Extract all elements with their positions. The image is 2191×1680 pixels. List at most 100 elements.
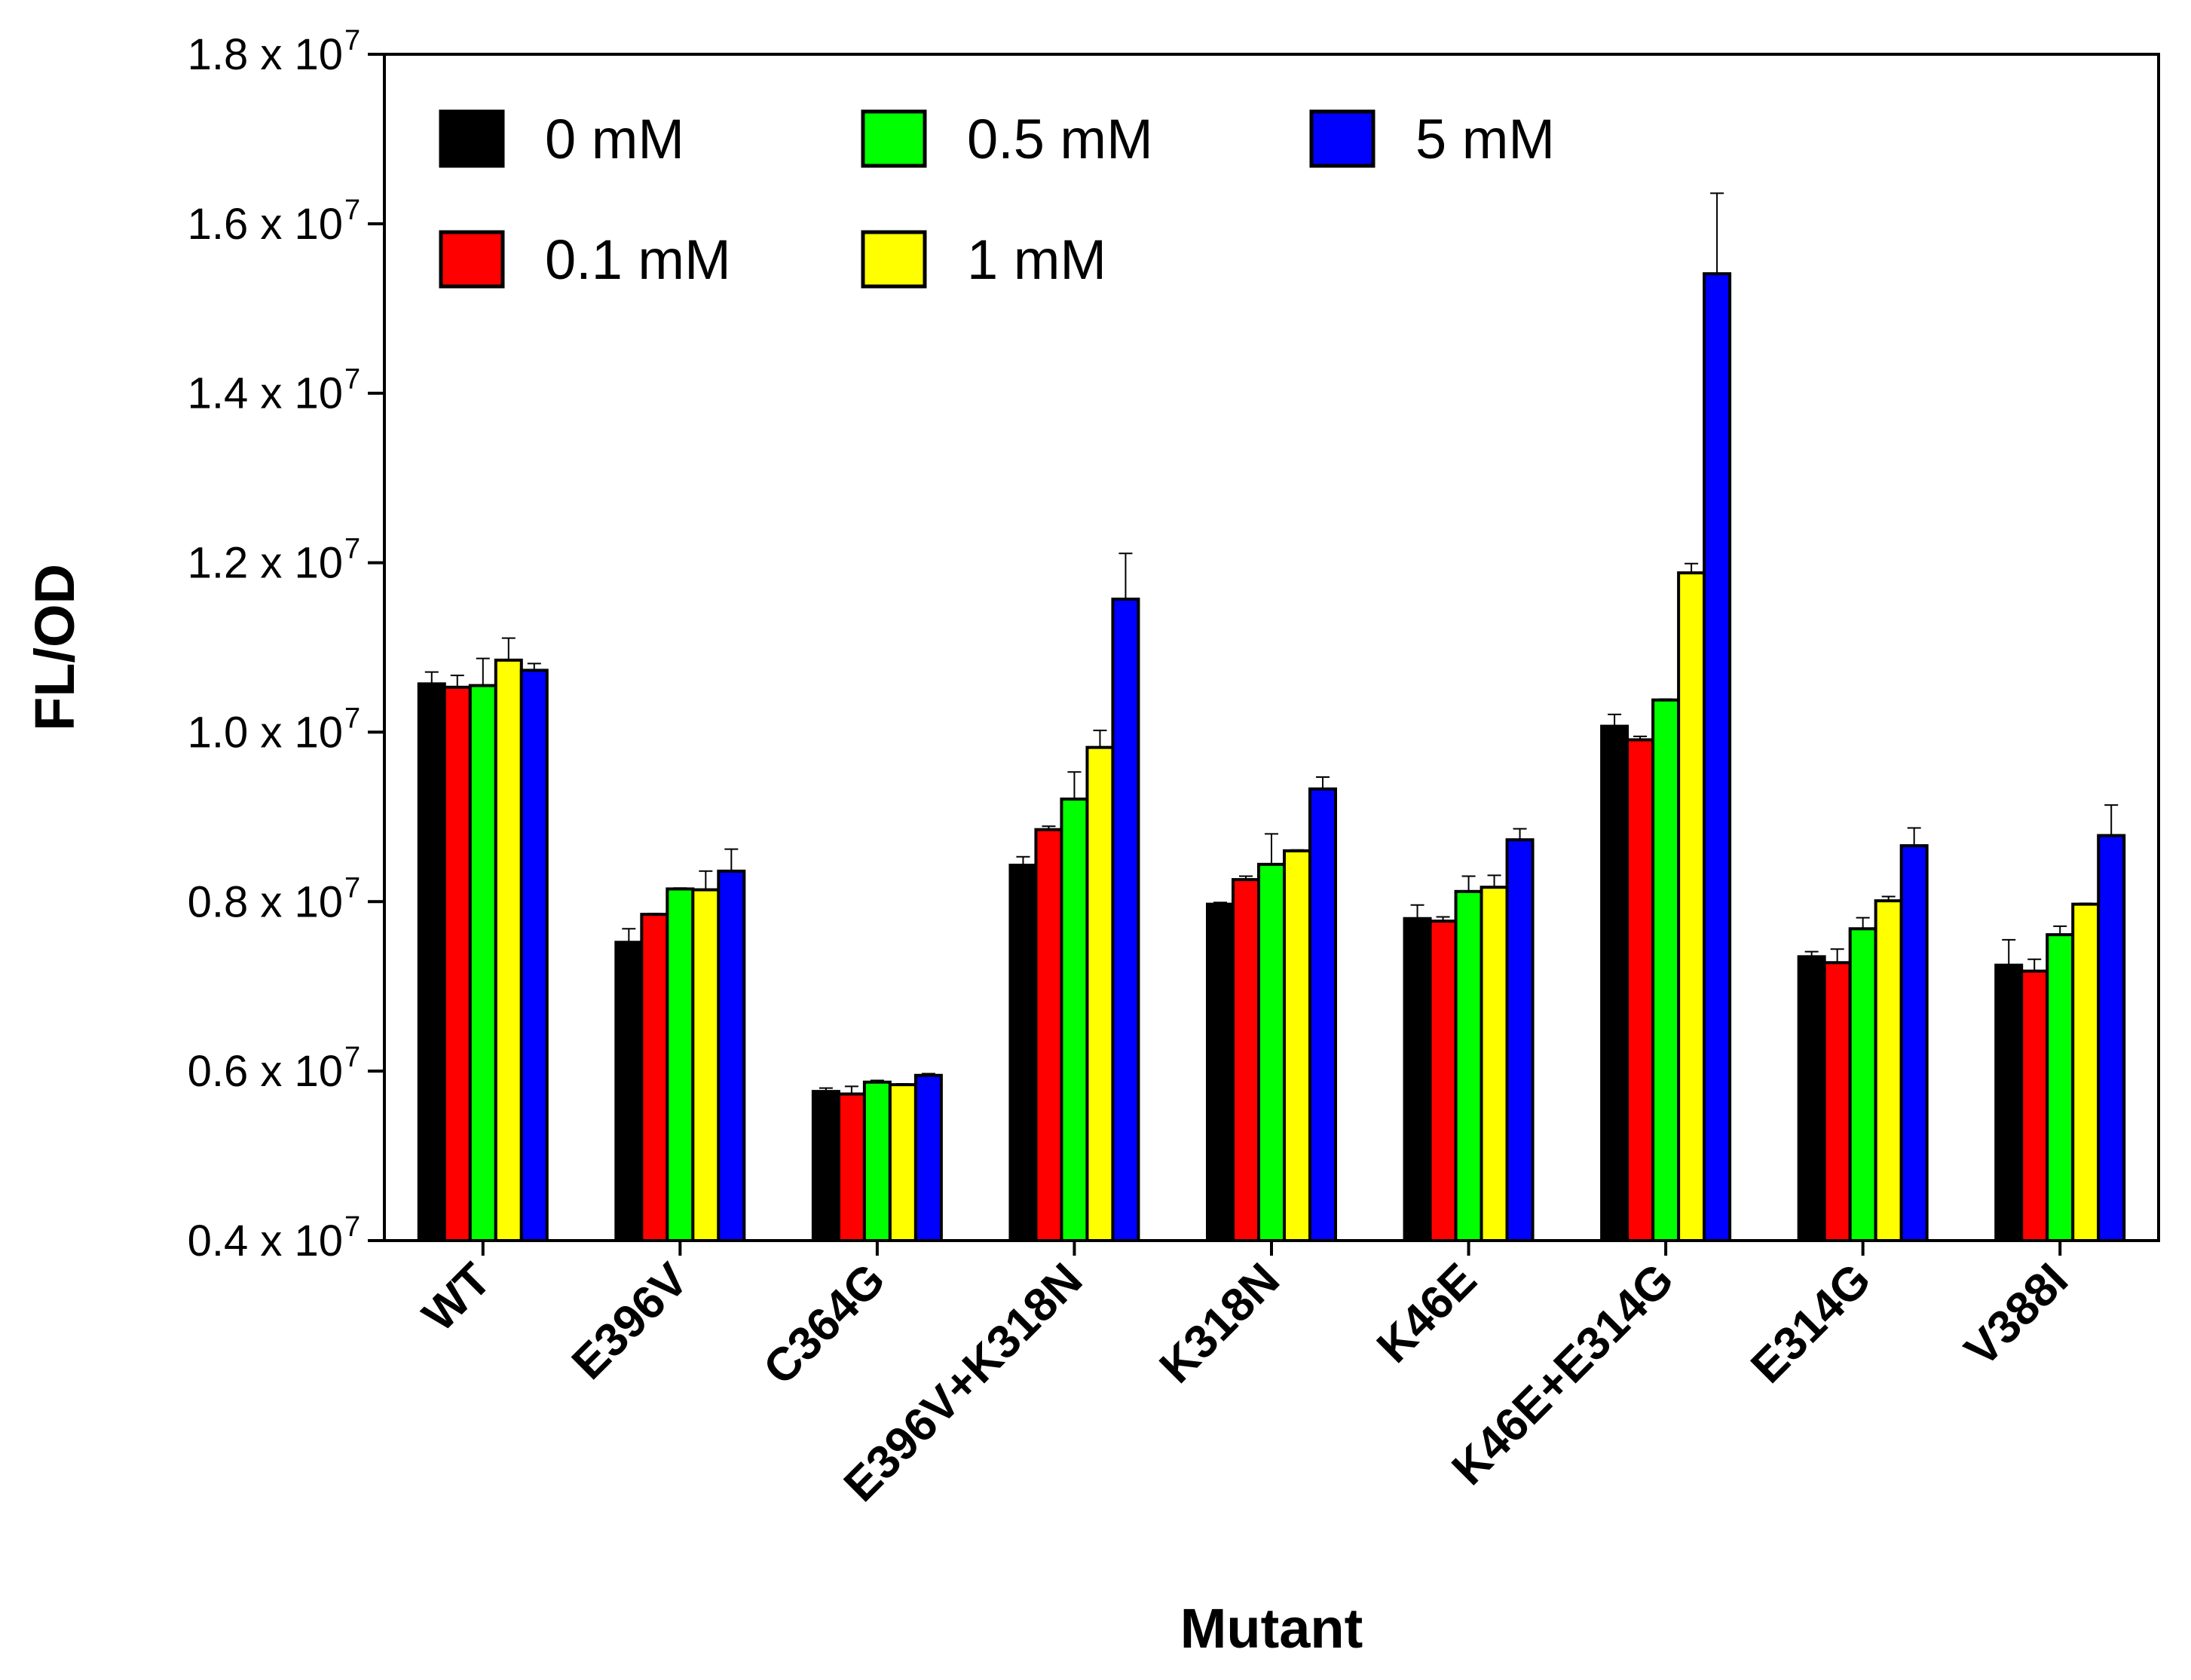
bar-E314G-1mM [1874,899,1903,1242]
bar-E396V-0mM [614,941,644,1243]
y-tick-label: 0.4 x 10 [188,1216,343,1265]
bar-K318N-5mM [1308,787,1337,1242]
y-tick-exponent: 7 [344,872,360,904]
bar-WT-5mM [519,669,549,1242]
bar-E396V+K318N-5mM [1111,597,1140,1242]
error-bar [2002,938,2016,965]
x-tick-label: V388I [1955,1253,2078,1376]
error-bar [1290,849,1304,851]
bar-V388I-0.5mM [2046,933,2075,1242]
bar-V388I-0.1mM [2020,969,2049,1243]
error-bar [1067,771,1082,800]
bar-E396V+K318N-0mM [1008,863,1038,1242]
bar-K46E-0.5mM [1454,889,1483,1243]
error-bar [673,887,687,889]
error-bar [1093,730,1107,748]
bar-E396V+K318N-0.5mM [1060,797,1089,1243]
y-tick-exponent: 7 [344,1042,360,1073]
bar-E314G-5mM [1899,844,1929,1242]
error-bar [1118,552,1133,599]
x-tick-label: E396V [562,1253,698,1389]
error-bar [501,637,516,660]
bar-E314G-0.1mM [1822,961,1852,1242]
bar-K46E+E314G-0.5mM [1651,698,1681,1242]
y-tick-label: 1.6 x 10 [188,200,343,249]
error-bar [1881,895,1896,901]
legend-item-0.5mM: 0.5 mM [861,108,1153,170]
bar-WT-0mM [417,682,446,1242]
error-bar [819,1087,833,1092]
bar-WT-0.1mM [442,685,472,1242]
y-tick-exponent: 7 [344,25,360,57]
x-tick-label: K46E [1367,1253,1486,1372]
error-bar [1907,827,1921,846]
bar-K318N-0mM [1206,902,1235,1242]
bars-layer [417,272,2126,1243]
bar-E396V+K318N-1mM [1085,745,1115,1242]
legend-item-5mM: 5 mM [1309,108,1555,170]
y-tick-label: 0.8 x 10 [188,877,343,926]
x-axis-title: Mutant [1180,1597,1363,1660]
error-bar [1710,192,1724,274]
error-bar [2053,925,2067,935]
error-bar [1239,875,1253,880]
y-tick-label: 1.8 x 10 [188,30,343,79]
bar-K46E-0mM [1403,917,1432,1243]
legend-swatch [861,109,927,168]
y-tick-exponent: 7 [344,364,360,396]
y-tick-label: 1.4 x 10 [188,369,343,418]
error-bar [724,848,739,871]
error-bar [527,663,541,671]
bar-C364G-0.1mM [837,1092,866,1242]
bar-K46E-0.1mM [1428,920,1458,1242]
bar-K318N-1mM [1283,849,1311,1243]
legend: 0 mM 0.1 mM 0.5 mM 1 mM 5 mM [439,108,1555,291]
bar-E396V-1mM [691,888,721,1242]
error-bar [844,1085,858,1094]
error-bars-layer [424,192,2119,1094]
y-axis-title: FL/OD [23,564,86,731]
legend-swatch [439,109,505,168]
bar-V388I-0mM [1994,963,2024,1243]
error-bar [1316,776,1330,789]
bar-C364G-5mM [913,1073,943,1242]
error-bar [1633,736,1648,740]
error-bar [921,1073,935,1076]
bar-E396V+K318N-0.1mM [1034,828,1063,1242]
error-bar [895,1083,910,1085]
error-bar [1608,713,1622,727]
bar-K318N-0.1mM [1232,878,1260,1243]
x-tick-label: K318N [1150,1253,1290,1393]
error-bar [647,913,662,915]
error-bar [622,928,636,943]
bar-K46E+E314G-5mM [1703,272,1732,1243]
y-tick-label: 1.0 x 10 [188,708,343,757]
legend-item-0.1mM: 0.1 mM [439,228,731,291]
error-bar [2027,958,2042,972]
bar-K46E+E314G-0mM [1600,724,1629,1242]
error-bar [476,657,490,686]
bar-K318N-0.5mM [1257,862,1286,1242]
error-bar [1213,901,1227,904]
legend-swatch [1309,109,1375,168]
bar-V388I-5mM [2097,834,2126,1242]
legend-label: 0.5 mM [967,108,1153,170]
bar-K46E-1mM [1480,886,1509,1242]
legend-swatch [861,230,927,289]
bar-K46E+E314G-0.1mM [1626,738,1655,1242]
bar-E396V-0.1mM [640,913,669,1243]
error-bar [1016,855,1030,865]
error-bar [1461,875,1476,892]
y-tick-exponent: 7 [344,702,360,734]
error-bar [1804,950,1819,957]
error-bar [1265,833,1278,864]
legend-label: 0 mM [545,108,684,170]
x-tick-label: WT [413,1253,501,1342]
error-bar [2104,804,2119,836]
error-bar [870,1079,884,1082]
y-axis: 0.4 x 10 70.6 x 10 70.8 x 10 71.0 x 10 71.2 … [188,25,384,1265]
y-tick-exponent: 7 [344,534,360,565]
legend-label: 0.1 mM [545,228,731,291]
x-tick-label: E314G [1741,1253,1880,1393]
